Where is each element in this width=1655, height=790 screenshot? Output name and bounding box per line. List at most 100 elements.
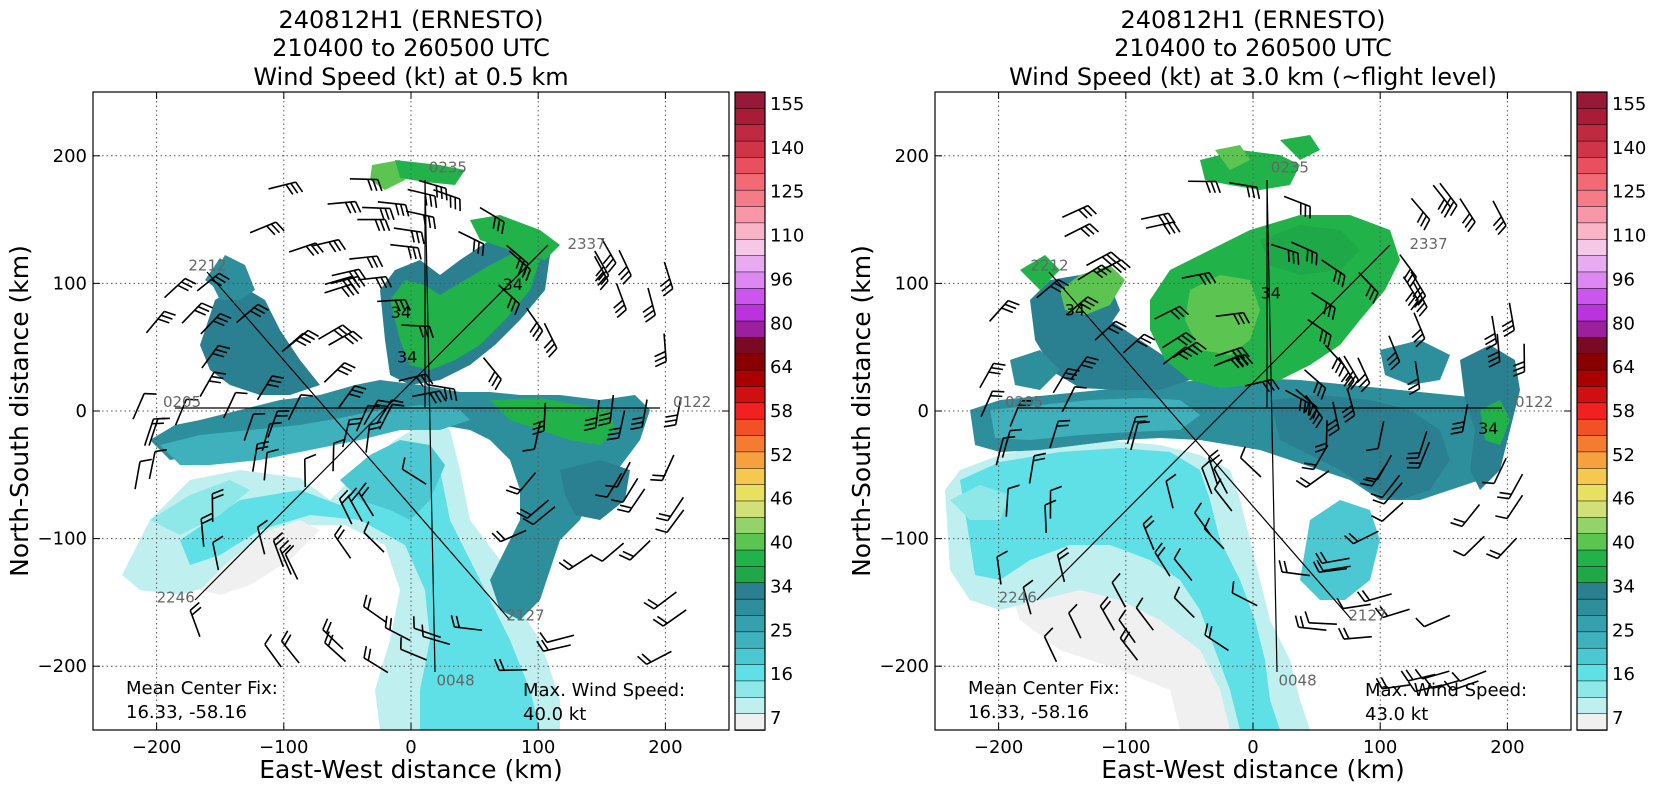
wind-barb: [267, 410, 290, 438]
wind-barb: [613, 283, 627, 319]
wind-barb: [393, 227, 425, 245]
colorbar-segment: [734, 500, 766, 519]
colorbar-tick-label: 155: [770, 94, 804, 115]
wind-barb: [1009, 399, 1033, 427]
wind-barb: [593, 255, 609, 291]
colorbar-segment: [1576, 222, 1608, 240]
wind-barb: [505, 472, 537, 495]
wind-barb: [491, 529, 527, 543]
wind-barb: [591, 542, 625, 562]
colorbar-segment: [734, 631, 766, 649]
wind-barb: [1142, 515, 1155, 551]
panel-right-title-1: 240812H1 (ERNESTO): [1120, 6, 1385, 34]
grid-right: [935, 92, 1571, 730]
colorbar-segment: [734, 402, 766, 420]
flight-leg-label: 2127: [1348, 606, 1386, 624]
wind-barb: [655, 509, 685, 534]
panel-right-title-2: 210400 to 260500 UTC: [1114, 34, 1392, 62]
colorbar-segment: [1576, 140, 1608, 159]
wind-barb: [200, 512, 213, 547]
wind-barb: [1338, 356, 1355, 391]
colorbar-segment: [734, 369, 766, 388]
wind-field-left: [122, 160, 650, 730]
colorbar-segment: [1576, 206, 1608, 224]
wind-barb: [1094, 320, 1127, 341]
wind-barb: [1077, 264, 1112, 281]
colorbar-tick-label: 64: [770, 357, 793, 378]
max-wind-label-left: Max. Wind Speed:: [523, 680, 685, 701]
wind-barb: [1049, 419, 1071, 449]
colorbar-left: 7 16 25 34 40 46 52 58 64 80 96 110 125 140 155: [734, 91, 804, 731]
flight-leg: [1036, 244, 1391, 601]
wind-region: [180, 450, 540, 730]
wind-barb: [256, 375, 285, 401]
wind-barb: [363, 399, 390, 426]
colorbar-segment: [734, 206, 766, 224]
wind-barb: [1407, 681, 1443, 693]
flight-leg-label: 0205: [1005, 393, 1043, 411]
colorbar-segment: [1576, 713, 1608, 731]
colorbar-tick-label: 58: [1612, 401, 1635, 422]
wind-barb: [980, 390, 1005, 418]
colorbar-segment: [1576, 320, 1608, 339]
colorbar-segment: [1576, 615, 1608, 633]
wind-region: [1010, 350, 1060, 390]
wind-barb: [333, 524, 352, 559]
wind-barb: [1410, 197, 1431, 231]
colorbar-segment: [1576, 353, 1608, 371]
colorbar-segment: [1576, 238, 1608, 257]
wind-barb: [1204, 623, 1229, 652]
wind-barb: [610, 477, 639, 503]
wind-barb: [1406, 430, 1428, 460]
wind-barb: [522, 506, 556, 526]
wind-barb: [406, 210, 437, 230]
leg-labels-left: 2212 2337 0235 0205 0122 2246 2127 0048: [157, 158, 712, 689]
colorbar-segment: [1576, 598, 1608, 617]
wind-barb: [1154, 305, 1190, 320]
wind-barb: [1303, 369, 1327, 400]
wind-region: [950, 485, 1010, 520]
y-tick-label: −200: [880, 656, 929, 677]
wind-barb: [1487, 333, 1501, 368]
wind-barb: [1451, 670, 1487, 683]
wind-barb: [1495, 494, 1524, 520]
wind-barb: [332, 438, 346, 472]
wind-barb: [401, 457, 427, 485]
wind-barb: [362, 594, 388, 624]
wind-barb: [1036, 279, 1070, 299]
colorbar-tick-label: 96: [1612, 269, 1635, 290]
wind-barb: [324, 631, 347, 663]
colorbar-segment: [1576, 697, 1608, 715]
wind-barb: [327, 200, 362, 214]
wind-barb: [1229, 181, 1261, 200]
contour-label: 34: [503, 275, 523, 294]
wind-barb: [1365, 454, 1393, 481]
colorbar-segment: [1576, 91, 1608, 110]
wind-barb: [1290, 241, 1318, 266]
wind-barb: [1218, 353, 1254, 368]
flight-leg-label: 0122: [1515, 393, 1553, 411]
wind-barb: [212, 535, 224, 571]
wind-barb: [1213, 459, 1228, 494]
wind-barb: [349, 178, 383, 192]
panel-left-title-1: 240812H1 (ERNESTO): [278, 6, 543, 34]
wind-barb: [618, 539, 651, 561]
wind-barb: [1165, 473, 1177, 509]
wind-barb: [1043, 627, 1058, 663]
wind-barb: [375, 399, 404, 425]
colorbar-segment: [1576, 484, 1608, 502]
colorbar-segment: [734, 255, 766, 273]
y-tick-label: −200: [38, 656, 87, 677]
colorbar-tick-label: 140: [770, 138, 804, 159]
wind-barb: [174, 398, 199, 426]
wind-barb: [341, 417, 362, 448]
wind-barb: [279, 539, 292, 575]
x-tick-label: 100: [1363, 737, 1397, 758]
wind-barb: [284, 544, 299, 580]
wind-barb: [637, 650, 672, 666]
wind-barb: [189, 601, 202, 637]
wind-barb: [1086, 251, 1121, 267]
wind-barb: [264, 633, 282, 668]
wind-barb: [643, 591, 677, 610]
wind-barb: [598, 394, 615, 427]
